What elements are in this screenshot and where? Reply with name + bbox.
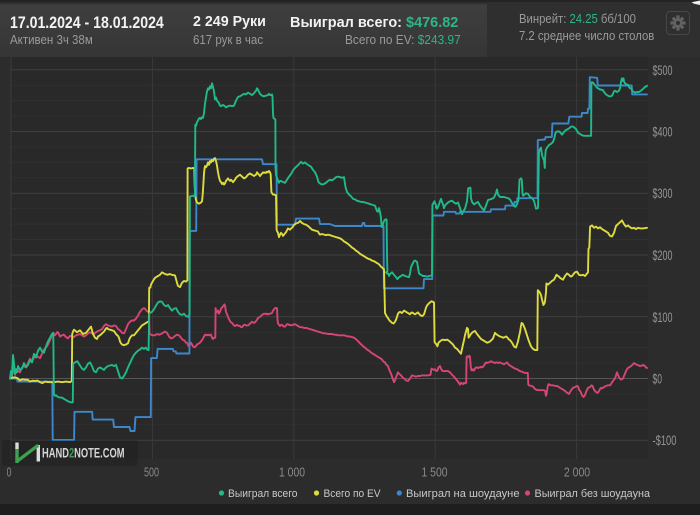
svg-text:HAND2NOTE.COM: HAND2NOTE.COM bbox=[42, 446, 125, 461]
svg-text:Выиграл на шоудауне: Выиграл на шоудауне bbox=[406, 488, 520, 500]
svg-text:500: 500 bbox=[144, 466, 159, 480]
svg-text:$200: $200 bbox=[653, 247, 673, 263]
svg-text:Выиграл всего: Выиграл всего bbox=[228, 488, 298, 500]
svg-text:$100: $100 bbox=[653, 309, 673, 325]
svg-text:$0: $0 bbox=[653, 371, 663, 387]
svg-text:-$100: -$100 bbox=[653, 432, 677, 448]
svg-text:$500: $500 bbox=[653, 62, 673, 78]
svg-text:$400: $400 bbox=[653, 124, 673, 140]
svg-text:1 500: 1 500 bbox=[422, 466, 448, 480]
svg-text:0: 0 bbox=[7, 466, 12, 480]
svg-text:Всего по EV: Всего по EV bbox=[324, 488, 382, 500]
svg-text:$300: $300 bbox=[653, 185, 673, 201]
svg-text:2 000: 2 000 bbox=[564, 466, 590, 480]
svg-text:Выиграл без шоудауна: Выиграл без шоудауна bbox=[535, 488, 651, 500]
svg-text:1 000: 1 000 bbox=[279, 466, 305, 480]
